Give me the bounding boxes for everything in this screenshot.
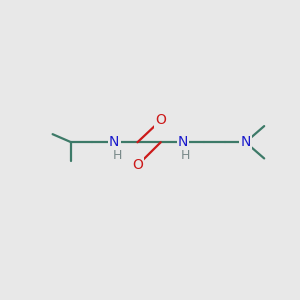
Text: N: N: [240, 135, 251, 149]
Text: O: O: [155, 113, 166, 127]
Text: N: N: [178, 135, 188, 149]
Text: H: H: [181, 149, 190, 162]
Text: N: N: [109, 135, 119, 149]
Text: O: O: [132, 158, 143, 172]
Text: H: H: [112, 149, 122, 162]
